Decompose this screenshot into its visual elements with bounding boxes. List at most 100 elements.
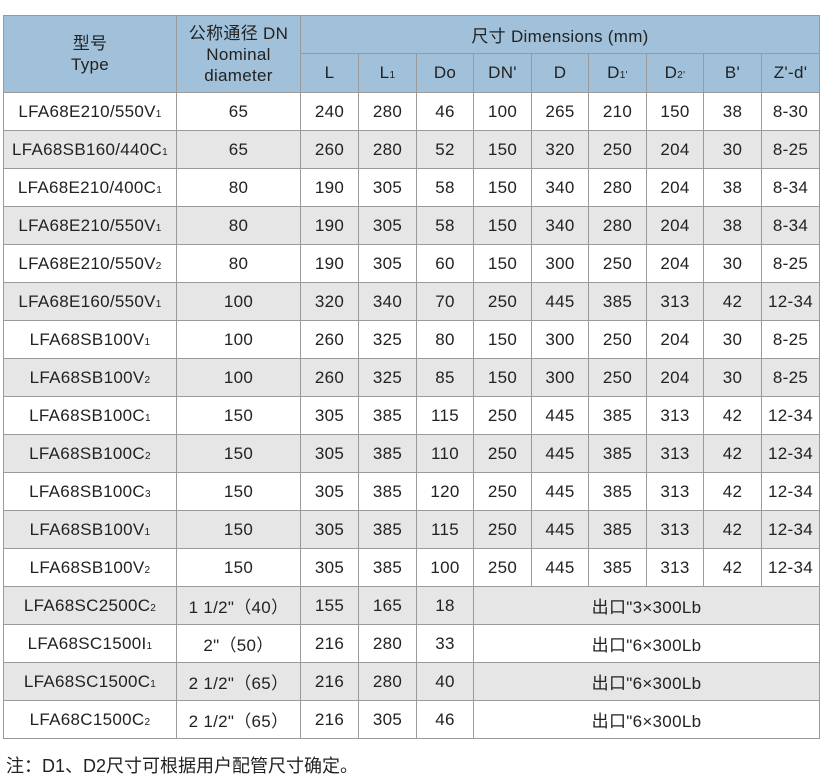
value-cell: 305 — [358, 168, 417, 207]
value-cell: 150 — [473, 358, 532, 397]
type-header: 型号 Type — [3, 15, 177, 93]
value-cell: 42 — [703, 472, 762, 511]
value-cell: 250 — [473, 396, 532, 435]
dn-cell: 100 — [176, 358, 301, 397]
value-cell: 445 — [531, 282, 589, 321]
model-cell: LFA68SB100C2 — [3, 434, 177, 473]
dn-cell: 65 — [176, 92, 301, 131]
value-cell: 204 — [646, 320, 704, 359]
value-cell: 250 — [473, 548, 532, 587]
value-cell: 8-34 — [761, 206, 820, 245]
value-cell: 30 — [703, 320, 762, 359]
value-cell: 385 — [358, 510, 417, 549]
table-row: LFA68SB100C1 150 305 385 115 250 445 385 313 42 12… — [3, 396, 820, 435]
value-cell: 250 — [473, 434, 532, 473]
value-cell: 250 — [588, 320, 647, 359]
value-cell: 204 — [646, 206, 704, 245]
value-cell: 250 — [588, 130, 647, 169]
table-row: LFA68SB100C2 150 305 385 110 250 445 385 313 42 12… — [3, 434, 820, 473]
model-cell: LFA68SB100V2 — [3, 358, 177, 397]
column-header: B' — [703, 53, 762, 93]
outlet-cell: 出口"6×300Lb — [473, 624, 820, 663]
value-cell: 8-30 — [761, 92, 820, 131]
value-cell: 305 — [358, 700, 417, 739]
dn-cell: 100 — [176, 282, 301, 321]
model-cell: LFA68SB100C1 — [3, 396, 177, 435]
value-cell: 260 — [300, 320, 359, 359]
value-cell: 190 — [300, 168, 359, 207]
value-cell: 445 — [531, 548, 589, 587]
dn-cell: 80 — [176, 168, 301, 207]
value-cell: 305 — [300, 472, 359, 511]
value-cell: 340 — [531, 168, 589, 207]
column-header: DN' — [473, 53, 532, 93]
dn-cell: 2"（50） — [176, 624, 301, 663]
value-cell: 204 — [646, 130, 704, 169]
value-cell: 100 — [473, 92, 532, 131]
value-cell: 300 — [531, 358, 589, 397]
model-cell: LFA68SB160/440C1 — [3, 130, 177, 169]
value-cell: 340 — [358, 282, 417, 321]
model-cell: LFA68SC1500I1 — [3, 624, 177, 663]
value-cell: 385 — [358, 548, 417, 587]
model-cell: LFA68E210/550V2 — [3, 244, 177, 283]
value-cell: 100 — [416, 548, 474, 587]
value-cell: 42 — [703, 396, 762, 435]
value-cell: 12-34 — [761, 510, 820, 549]
value-cell: 313 — [646, 510, 704, 549]
value-cell: 385 — [358, 472, 417, 511]
table-row: LFA68SB100V1 150 305 385 115 250 445 385 313 42 12… — [3, 510, 820, 549]
value-cell: 8-25 — [761, 244, 820, 283]
value-cell: 280 — [588, 206, 647, 245]
dn-cell: 1 1/2"（40） — [176, 586, 301, 625]
value-cell: 38 — [703, 92, 762, 131]
value-cell: 12-34 — [761, 396, 820, 435]
value-cell: 12-34 — [761, 472, 820, 511]
table-row: LFA68E210/550V1 65 240 280 46 100 265 210 150 38 8… — [3, 92, 820, 131]
value-cell: 120 — [416, 472, 474, 511]
table-row: LFA68E210/550V2 80 190 305 60 150 300 250 204 30 8… — [3, 244, 820, 283]
value-cell: 115 — [416, 510, 474, 549]
value-cell: 42 — [703, 548, 762, 587]
value-cell: 385 — [358, 396, 417, 435]
value-cell: 150 — [473, 168, 532, 207]
value-cell: 8-25 — [761, 130, 820, 169]
value-cell: 313 — [646, 396, 704, 435]
dn-cell: 150 — [176, 396, 301, 435]
value-cell: 250 — [588, 358, 647, 397]
value-cell: 250 — [588, 244, 647, 283]
value-cell: 280 — [358, 130, 417, 169]
column-header: Do — [416, 53, 474, 93]
value-cell: 38 — [703, 206, 762, 245]
value-cell: 260 — [300, 358, 359, 397]
value-cell: 320 — [300, 282, 359, 321]
dn-cell: 2 1/2"（65） — [176, 700, 301, 739]
dn-cell: 150 — [176, 434, 301, 473]
outlet-cell: 出口"3×300Lb — [473, 586, 820, 625]
value-cell: 300 — [531, 244, 589, 283]
value-cell: 8-34 — [761, 168, 820, 207]
value-cell: 216 — [300, 700, 359, 739]
value-cell: 30 — [703, 244, 762, 283]
table-row: LFA68C1500C2 2 1/2"（65） 216 305 46 出口"6×300Lb — [3, 700, 820, 739]
value-cell: 38 — [703, 168, 762, 207]
value-cell: 165 — [358, 586, 417, 625]
value-cell: 305 — [300, 548, 359, 587]
value-cell: 320 — [531, 130, 589, 169]
value-cell: 190 — [300, 244, 359, 283]
value-cell: 280 — [358, 92, 417, 131]
value-cell: 42 — [703, 510, 762, 549]
value-cell: 305 — [300, 434, 359, 473]
model-cell: LFA68SC2500C2 — [3, 586, 177, 625]
value-cell: 204 — [646, 358, 704, 397]
value-cell: 150 — [473, 206, 532, 245]
value-cell: 385 — [588, 396, 647, 435]
dn-cell: 80 — [176, 244, 301, 283]
column-header: L1 — [358, 53, 417, 93]
column-header: L — [300, 53, 359, 93]
value-cell: 265 — [531, 92, 589, 131]
value-cell: 385 — [588, 510, 647, 549]
value-cell: 445 — [531, 510, 589, 549]
value-cell: 150 — [473, 130, 532, 169]
model-cell: LFA68SB100C3 — [3, 472, 177, 511]
